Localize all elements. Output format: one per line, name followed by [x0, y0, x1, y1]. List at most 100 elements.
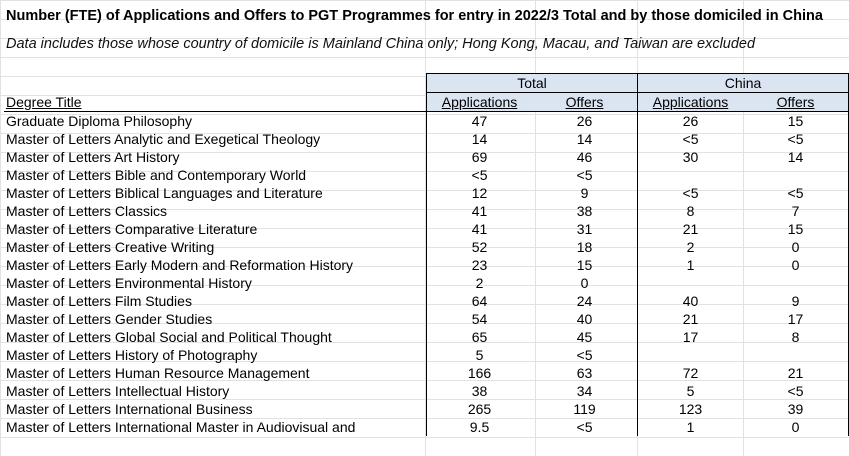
offers-cell[interactable]: 9	[532, 184, 638, 202]
china-applications-cell[interactable]: 21	[682, 221, 699, 237]
applications-cell[interactable]: 12	[471, 185, 488, 201]
applications-cell[interactable]: 64	[471, 293, 488, 309]
applications-cell[interactable]: 52	[471, 239, 488, 255]
degree-title-cell[interactable]: Master of Letters Analytic and Exegetica…	[4, 130, 427, 148]
china-applications-cell[interactable]: 1	[686, 257, 695, 273]
offers-cell[interactable]: 15	[532, 256, 638, 274]
china-applications-header[interactable]: Applications	[637, 92, 743, 112]
china-applications-cell[interactable]: 30	[682, 149, 699, 165]
degree-title-cell[interactable]: Graduate Diploma Philosophy	[4, 111, 427, 130]
offers-cell[interactable]: 14	[532, 130, 638, 148]
applications-cell[interactable]: 2	[475, 275, 484, 291]
data-table: Total China Degree Title Applications Of…	[4, 73, 849, 436]
applications-cell[interactable]: 5	[475, 347, 484, 363]
applications-cell[interactable]: 38	[471, 383, 488, 399]
offers-cell[interactable]: 34	[532, 382, 638, 400]
china-offers-cell[interactable]: 9	[743, 292, 849, 310]
china-offers-header[interactable]: Offers	[743, 92, 849, 112]
applications-cell[interactable]: 166	[467, 365, 492, 381]
degree-title-cell[interactable]: Master of Letters International Business	[4, 400, 427, 418]
china-applications-cell[interactable]: 72	[682, 365, 699, 381]
offers-cell[interactable]: 0	[532, 274, 638, 292]
china-applications-cell[interactable]: <5	[682, 185, 699, 201]
china-applications-cell[interactable]: 26	[682, 113, 699, 129]
degree-title-cell[interactable]: Master of Letters Early Modern and Refor…	[4, 256, 427, 274]
applications-cell[interactable]: 47	[471, 113, 488, 129]
degree-title-cell[interactable]: Master of Letters Bible and Contemporary…	[4, 166, 427, 184]
china-offers-cell[interactable]: 0	[743, 418, 849, 436]
applications-cell[interactable]: 65	[471, 329, 488, 345]
china-offers-cell[interactable]	[743, 274, 849, 292]
china-applications-cell[interactable]: 21	[682, 311, 699, 327]
china-offers-cell[interactable]	[743, 166, 849, 184]
china-offers-cell[interactable]: <5	[743, 130, 849, 148]
china-offers-cell[interactable]: <5	[743, 382, 849, 400]
applications-header[interactable]: Applications	[426, 92, 532, 112]
applications-cell[interactable]: 54	[471, 311, 488, 327]
applications-cell[interactable]: 14	[471, 131, 488, 147]
offers-cell[interactable]: 40	[532, 310, 638, 328]
degree-title-cell[interactable]: Master of Letters Comparative Literature	[4, 220, 427, 238]
degree-title-cell[interactable]: Master of Letters Creative Writing	[4, 238, 427, 256]
group-china-header[interactable]: China	[637, 73, 849, 93]
offers-cell[interactable]: <5	[532, 346, 638, 364]
table-row: Master of Letters International Business…	[4, 400, 849, 418]
china-offers-cell[interactable]: 7	[743, 202, 849, 220]
china-applications-cell[interactable]: 17	[682, 329, 699, 345]
china-offers-cell[interactable]: 0	[743, 256, 849, 274]
applications-cell[interactable]: 265	[467, 401, 492, 417]
degree-title-cell[interactable]: Master of Letters Film Studies	[4, 292, 427, 310]
offers-cell[interactable]: 26	[532, 111, 638, 130]
china-applications-cell[interactable]: 8	[686, 203, 695, 219]
group-total-header[interactable]: Total	[426, 73, 638, 93]
china-applications-cell[interactable]: <5	[682, 131, 699, 147]
china-offers-cell[interactable]: 0	[743, 238, 849, 256]
degree-title-cell[interactable]: Master of Letters Biblical Languages and…	[4, 184, 427, 202]
china-applications-cell[interactable]	[638, 274, 744, 292]
applications-cell[interactable]: 41	[471, 203, 488, 219]
applications-cell[interactable]: 41	[471, 221, 488, 237]
degree-title-cell[interactable]: Master of Letters Global Social and Poli…	[4, 328, 427, 346]
applications-cell[interactable]: 23	[471, 257, 488, 273]
offers-cell[interactable]: <5	[532, 418, 638, 436]
china-applications-cell[interactable]: 40	[682, 293, 699, 309]
degree-title-cell[interactable]: Master of Letters Art History	[4, 148, 427, 166]
offers-cell[interactable]: <5	[532, 166, 638, 184]
degree-title-cell[interactable]: Master of Letters History of Photography	[4, 346, 427, 364]
china-applications-cell[interactable]: 123	[678, 401, 703, 417]
offers-cell[interactable]: 45	[532, 328, 638, 346]
degree-title-cell[interactable]: Master of Letters Classics	[4, 202, 427, 220]
china-applications-cell[interactable]: 1	[686, 419, 695, 435]
degree-title-cell[interactable]: Master of Letters Intellectual History	[4, 382, 427, 400]
china-applications-cell[interactable]: 2	[686, 239, 695, 255]
degree-title-header[interactable]: Degree Title	[4, 92, 427, 112]
degree-title-cell[interactable]: Master of Letters Environmental History	[4, 274, 427, 292]
china-applications-cell[interactable]	[638, 166, 744, 184]
china-offers-cell[interactable]: 15	[743, 220, 849, 238]
applications-cell[interactable]: 69	[471, 149, 488, 165]
china-applications-cell[interactable]: 5	[686, 383, 695, 399]
china-applications-cell[interactable]	[638, 346, 744, 364]
offers-cell[interactable]: 119	[532, 400, 638, 418]
china-offers-cell[interactable]: 14	[743, 148, 849, 166]
china-offers-cell[interactable]	[743, 346, 849, 364]
china-offers-cell[interactable]: 39	[743, 400, 849, 418]
offers-cell[interactable]: 18	[532, 238, 638, 256]
offers-cell[interactable]: 63	[532, 364, 638, 382]
china-offers-cell[interactable]: 17	[743, 310, 849, 328]
degree-title-cell[interactable]: Master of Letters Human Resource Managem…	[4, 364, 427, 382]
offers-cell[interactable]: 46	[532, 148, 638, 166]
china-offers-cell[interactable]: <5	[743, 184, 849, 202]
applications-cell[interactable]: 9.5	[469, 419, 490, 435]
offers-header[interactable]: Offers	[532, 92, 638, 112]
offers-cell[interactable]: 38	[532, 202, 638, 220]
degree-title-cell[interactable]: Master of Letters Gender Studies	[4, 310, 427, 328]
china-offers-cell[interactable]: 21	[743, 364, 849, 382]
table-row: Master of Letters Classics 41 38 8 7	[4, 202, 849, 220]
applications-cell[interactable]: <5	[471, 167, 488, 183]
degree-title-cell[interactable]: Master of Letters International Master i…	[4, 418, 427, 436]
offers-cell[interactable]: 31	[532, 220, 638, 238]
china-offers-cell[interactable]: 8	[743, 328, 849, 346]
offers-cell[interactable]: 24	[532, 292, 638, 310]
china-offers-cell[interactable]: 15	[743, 111, 849, 130]
